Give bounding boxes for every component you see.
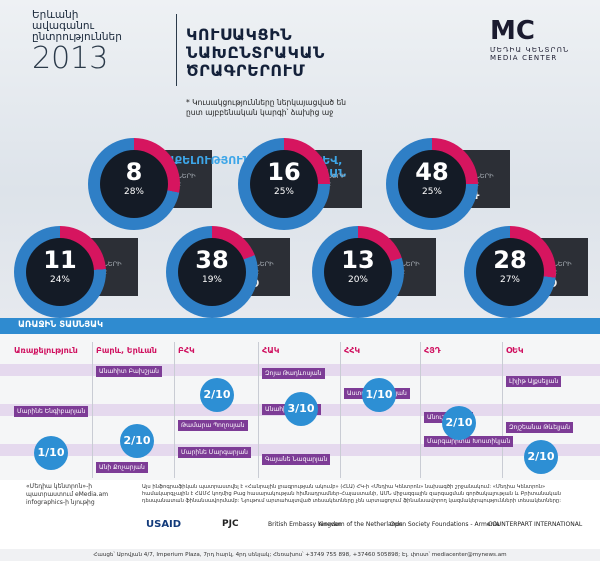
main-title: ԿՈՒՍԱԿՑԻՆ ՆԱԽԸՆՏՐԱԿԱՆ ԾՐԱԳՐԵՐՈՒՄ — [186, 26, 325, 80]
title-line-1: Երևանի — [32, 9, 79, 21]
election-title: Երևանի ավագանու ընտրություններ 2013 — [32, 10, 142, 75]
column-header: ԲՀԿ — [178, 346, 195, 355]
contact-line: Հասցե՝ Աբովյան 4/7, Imperium Plaza, 7րդ … — [0, 549, 600, 561]
party-circle: 16 25% — [238, 138, 330, 230]
logo-sub-armenian: ՄԵԴԻԱ ԿԵՆՏՐՈՆ — [490, 46, 570, 54]
party-number: 11 — [43, 246, 77, 274]
party-circle: 8 28% — [88, 138, 180, 230]
circle-center: 13 20% — [324, 238, 392, 306]
section-band: ԱՌԱՋԻՆ ՏԱՍՆՅԱԿ — [0, 318, 600, 334]
party-percent: 25% — [273, 187, 294, 197]
candidate-tag: Անահիտ Բախշյան — [96, 366, 162, 377]
party-circle: 48 25% — [386, 138, 478, 230]
score-badge: 1/10 — [34, 436, 68, 470]
title-line-3: ընտրություններ — [32, 31, 122, 43]
footer: «Մեդիա կենտրոն»-ի պատրաստում eMedia.am i… — [0, 480, 600, 561]
party-number: 16 — [267, 158, 301, 186]
party-circle: 28 27% — [464, 226, 556, 318]
party-percent: 20% — [347, 275, 368, 285]
circle-center: 8 28% — [100, 150, 168, 218]
party-number: 8 — [125, 158, 143, 186]
sponsor-logo[interactable]: COUNTERPART INTERNATIONAL — [488, 521, 583, 528]
column-divider — [92, 342, 93, 478]
candidate-tag: Մարինե Ենգիբարյան — [14, 406, 89, 417]
section-title: ԱՌԱՋԻՆ ՏԱՍՆՅԱԿ — [18, 320, 104, 330]
party-percent: 19% — [201, 275, 222, 285]
main-title-line-2: ՆԱԽԸՆՏՐԱԿԱՆ — [186, 43, 325, 62]
main-title-line-3: ԾՐԱԳՐԵՐՈՒՄ — [186, 61, 306, 80]
candidate-tag: Մարինե Մարգարյան — [178, 447, 251, 458]
title-divider — [176, 14, 177, 86]
party-percent: 24% — [49, 275, 70, 285]
party-percent: 25% — [421, 187, 442, 197]
score-badge: 2/10 — [442, 406, 476, 440]
sponsor-logo[interactable]: PJC — [222, 519, 239, 529]
score-badge: 2/10 — [200, 378, 234, 412]
column-divider — [258, 342, 259, 478]
party-circle: 13 20% — [312, 226, 404, 318]
column-divider — [340, 342, 341, 478]
party-circle: 11 24% — [14, 226, 106, 318]
circle-center: 38 19% — [178, 238, 246, 306]
circle-center: 11 24% — [26, 238, 94, 306]
footer-info: «Մեդիա կենտրոն»-ի պատրաստում eMedia.am i… — [26, 483, 109, 506]
score-badge: 2/10 — [120, 424, 154, 458]
column-header: Բարև, Երևան — [96, 346, 157, 355]
circle-center: 48 25% — [398, 150, 466, 218]
candidate-tag: Զոյշեանա Թևելյան — [506, 422, 573, 433]
column-header: ՀՅԴ — [424, 346, 441, 355]
candidate-tag: Լիլիթ Ալքսելյան — [506, 376, 562, 387]
logo-sub-english: MEDIA CENTER — [490, 54, 558, 62]
candidate-tag: Թամարա Պողոսյան — [178, 420, 248, 431]
title-line-2: ավագանու — [32, 20, 95, 32]
candidate-tag: Զոյա Թադևոսյան — [262, 368, 325, 379]
candidate-tag: Մարգարիտա Խոստիկյան — [424, 436, 514, 447]
column-divider — [174, 342, 175, 478]
party-circle: 38 19% — [166, 226, 258, 318]
candidate-tag: Անի Քոչարյան — [96, 462, 148, 473]
party-percent: 28% — [123, 187, 144, 197]
logo-mark: MC — [490, 16, 535, 46]
column-divider — [502, 342, 503, 478]
media-center-logo[interactable]: MC ՄԵԴԻԱ ԿԵՆՏՐՈՆ MEDIA CENTER — [490, 16, 586, 72]
sponsor-logo[interactable]: British Embassy Yerevan — [268, 521, 342, 528]
candidate-tag: Գայանե Նազարյան — [262, 454, 331, 465]
column-header: ՕԵԿ — [506, 346, 524, 355]
score-badge: 2/10 — [524, 440, 558, 474]
party-number: 28 — [493, 246, 527, 274]
sponsor-logo[interactable]: Open Society Foundations - Armenia — [390, 521, 500, 528]
sponsor-logo[interactable]: Kingdom of the Netherlands — [318, 521, 403, 528]
circle-center: 28 27% — [476, 238, 544, 306]
party-percent: 27% — [499, 275, 520, 285]
score-badge: 3/10 — [284, 392, 318, 426]
circle-center: 16 25% — [250, 150, 318, 218]
column-header: ՀՀԿ — [344, 346, 361, 355]
party-number: 13 — [341, 246, 375, 274]
column-header: Առաքելություն — [14, 346, 78, 355]
party-number: 38 — [195, 246, 229, 274]
party-number: 48 — [415, 158, 449, 186]
ordering-note: * Կուսակցությունները ներկայացված են ըստ … — [186, 98, 346, 117]
footer-disclaimer: Այս ինֆոգրաֆիկան պատրաստվել է «Հանրային … — [142, 484, 561, 504]
sponsor-logo[interactable]: USAID — [146, 519, 182, 530]
main-title-line-1: ԿՈՒՍԱԿՑԻՆ — [186, 25, 293, 44]
score-badge: 1/10 — [362, 378, 396, 412]
title-year: 2013 — [32, 41, 109, 76]
column-divider — [420, 342, 421, 478]
column-header: ՀԱԿ — [262, 346, 280, 355]
